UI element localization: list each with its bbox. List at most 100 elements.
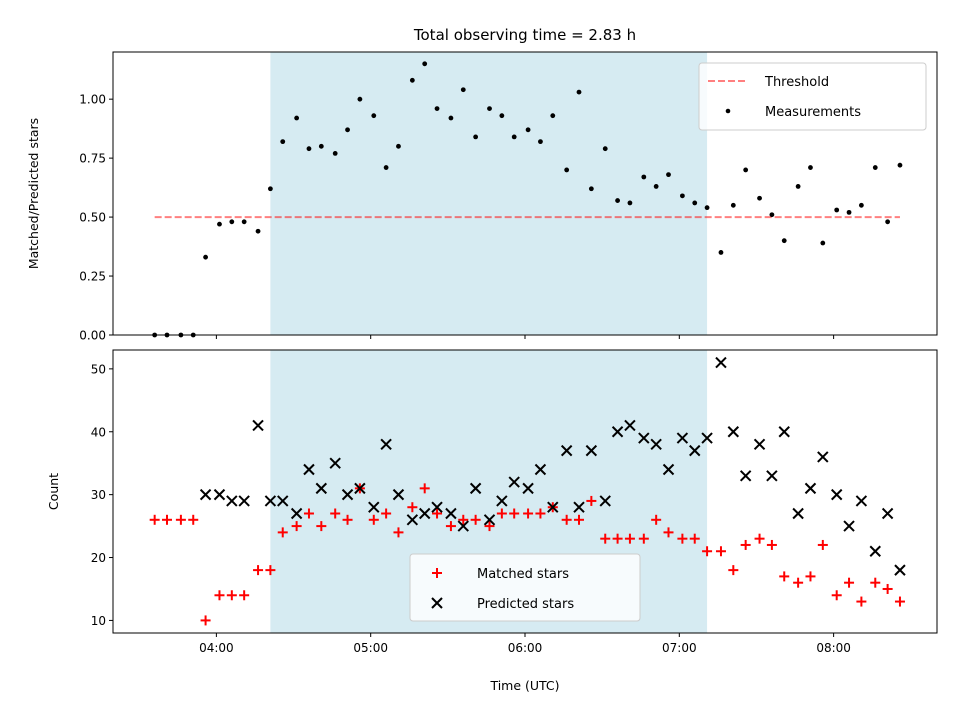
predicted-star-point xyxy=(496,495,508,507)
predicted-star-point xyxy=(252,419,264,432)
y-tick-label: 0.50 xyxy=(79,211,106,225)
matched-star-point xyxy=(856,596,867,607)
legend-threshold-label: Threshold xyxy=(764,75,829,90)
measurement-point xyxy=(576,89,582,95)
matched-star-point xyxy=(303,508,314,519)
predicted-star-point xyxy=(508,476,520,488)
chart-title: Total observing time = 2.83 h xyxy=(413,26,636,44)
matched-star-point xyxy=(715,546,726,557)
predicted-star-point xyxy=(638,432,650,444)
predicted-star-point xyxy=(431,501,443,513)
matched-star-point xyxy=(779,571,790,582)
measurement-point xyxy=(550,113,556,119)
measurement-point xyxy=(872,165,878,170)
matched-star-point xyxy=(689,533,700,544)
predicted-star-point xyxy=(599,495,611,507)
measurement-point xyxy=(499,113,505,119)
matched-star-point xyxy=(458,514,469,525)
y-tick-label: 0.25 xyxy=(79,270,106,284)
x-tick-label: 06:00 xyxy=(508,641,543,655)
ratio-legend: Threshold Measurements xyxy=(698,62,927,131)
matched-star-point xyxy=(663,527,674,538)
legend-plus-marker xyxy=(432,568,442,578)
predicted-star-point xyxy=(739,470,752,482)
predicted-star-point xyxy=(315,482,328,495)
matched-star-point xyxy=(368,514,379,525)
legend-measurements-swatch xyxy=(725,108,731,114)
matched-star-point xyxy=(612,533,623,544)
measurement-point xyxy=(280,139,286,145)
matched-star-point xyxy=(316,521,327,532)
matched-star-point xyxy=(882,583,893,594)
predicted-star-point xyxy=(611,426,624,438)
measurement-point xyxy=(781,238,787,244)
measurement-point xyxy=(396,143,401,149)
predicted-star-point xyxy=(573,501,585,513)
ratio-panel: 0.00 0.25 0.50 0.75 1.00 Total observing tim… xyxy=(26,26,938,343)
measurement-point xyxy=(229,219,235,225)
measurement-point xyxy=(318,143,324,149)
matched-star-point xyxy=(586,495,597,506)
measurement-point xyxy=(730,202,736,208)
measurement-point xyxy=(241,219,247,225)
predicted-star-point xyxy=(701,432,713,444)
measurement-point xyxy=(357,96,363,102)
measurement-point xyxy=(743,167,749,173)
measurement-point xyxy=(306,146,312,152)
matched-star-point xyxy=(844,577,855,588)
predicted-star-point xyxy=(830,488,843,501)
matched-star-point xyxy=(214,590,225,601)
measurement-point xyxy=(409,77,415,83)
predicted-star-point xyxy=(894,564,906,576)
measurement-point xyxy=(588,186,594,192)
matched-star-point xyxy=(677,533,688,544)
matched-star-point xyxy=(470,514,481,525)
measurement-point xyxy=(217,221,222,227)
matched-star-point xyxy=(188,514,199,525)
y-tick-label: 40 xyxy=(91,425,106,439)
measurement-point xyxy=(602,146,608,152)
legend-predicted-swatch xyxy=(431,597,443,609)
predicted-star-point xyxy=(457,520,469,532)
predicted-star-point xyxy=(483,514,496,526)
predicted-star-point xyxy=(341,488,354,501)
matched-star-point xyxy=(200,615,211,626)
matched-star-point xyxy=(766,539,777,550)
measurement-point xyxy=(846,209,852,215)
matched-star-point xyxy=(740,539,751,550)
matched-star-point xyxy=(226,590,237,601)
predicted-star-point xyxy=(817,451,829,463)
predicted-star-point xyxy=(329,457,341,469)
predicted-star-point xyxy=(650,438,662,451)
y-tick-label: 0.00 xyxy=(79,329,106,343)
matched-star-point xyxy=(393,527,404,538)
matched-star-point xyxy=(600,533,611,544)
predicted-star-point xyxy=(406,514,419,526)
matched-star-point xyxy=(817,539,828,550)
predicted-star-point xyxy=(662,463,675,476)
predicted-star-point xyxy=(199,488,212,501)
predicted-star-point xyxy=(766,470,778,482)
predicted-star-point xyxy=(238,495,250,507)
predicted-star-point xyxy=(277,495,289,507)
y-tick-label: 10 xyxy=(91,614,106,628)
predicted-star-point xyxy=(855,495,868,507)
predicted-star-point xyxy=(213,488,226,501)
matched-star-point xyxy=(831,590,842,601)
predicted-star-point xyxy=(689,444,701,457)
predicted-star-point xyxy=(715,356,727,369)
time-x-axis-label: Time (UTC) xyxy=(489,678,559,693)
predicted-star-point xyxy=(881,507,894,520)
measurement-point xyxy=(679,193,685,199)
measurement-point xyxy=(704,205,710,211)
measurement-point xyxy=(641,174,647,180)
ratio-ticks: 0.00 0.25 0.50 0.75 1.00 xyxy=(79,93,835,343)
y-tick-label: 30 xyxy=(91,488,106,502)
measurement-point xyxy=(371,113,377,119)
predicted-star-point xyxy=(418,507,431,520)
predicted-star-point xyxy=(226,495,238,507)
matched-star-point xyxy=(432,508,443,519)
matched-star-point xyxy=(149,514,160,525)
legend-predicted-label: Predicted stars xyxy=(477,597,574,612)
